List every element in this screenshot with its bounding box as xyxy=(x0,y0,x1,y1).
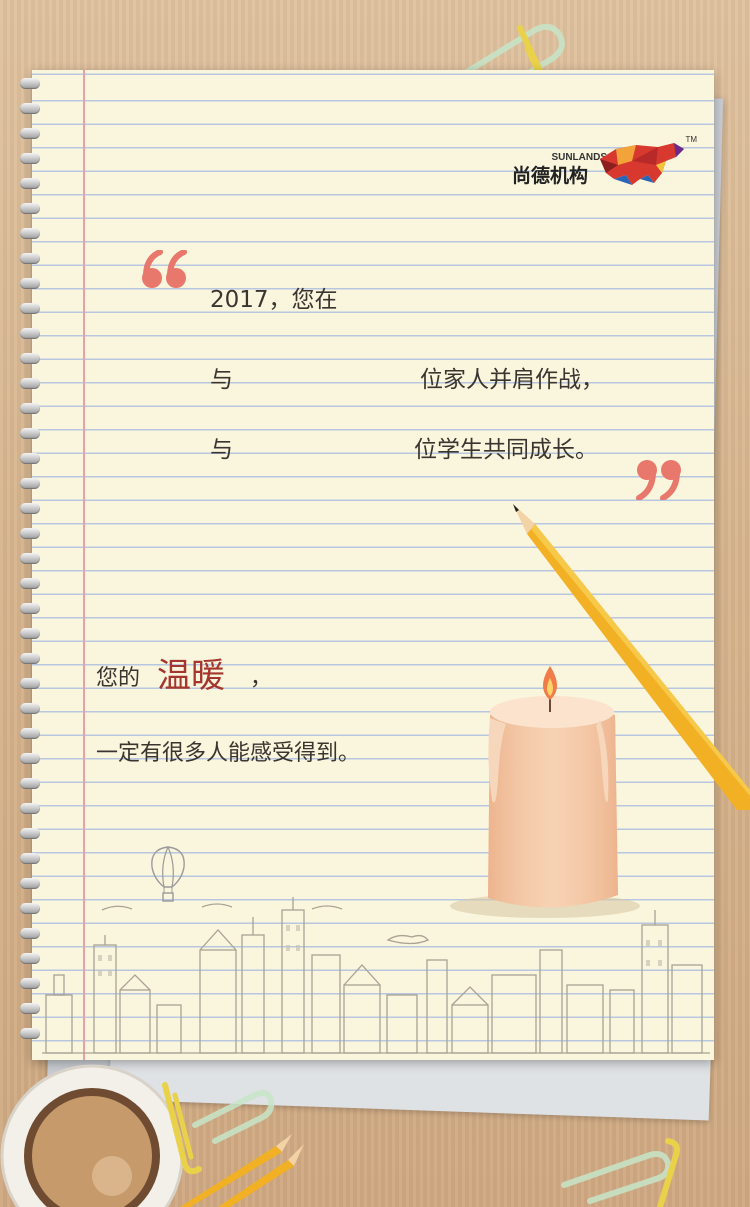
logo-english-name: SUNLANDS xyxy=(551,152,607,163)
paperclip-icon xyxy=(162,1082,275,1175)
message-line-1: 2017，您在 xyxy=(210,287,338,313)
margin-line xyxy=(83,70,85,1060)
warmth-comma: ， xyxy=(250,666,273,691)
closing-line: 一定有很多人能感受得到。 xyxy=(96,741,361,766)
warmth-prefix: 您的 xyxy=(96,666,141,691)
sunlands-logo: TM SUNLANDS 尚德机构 xyxy=(512,135,697,190)
hot-air-balloon-icon xyxy=(151,846,185,902)
message-line-2-prefix: 与 xyxy=(210,367,233,393)
pencil-icon xyxy=(513,504,750,810)
message-line-2-suffix: 位家人并肩作战， xyxy=(420,367,604,393)
open-quote-icon xyxy=(142,250,187,288)
trademark-mark: TM xyxy=(685,135,697,144)
paperclip-icon xyxy=(561,1138,680,1207)
message-line-3-suffix: 位学生共同成长。 xyxy=(414,437,598,463)
spiral-binding xyxy=(20,78,44,1058)
bull-logo-icon xyxy=(600,143,684,185)
candle-icon xyxy=(450,666,640,918)
warmth-highlight: 温暖 xyxy=(157,656,225,696)
message-line-3-prefix: 与 xyxy=(210,437,233,463)
pencil-icon xyxy=(180,1134,304,1207)
logo-chinese-name: 尚德机构 xyxy=(512,165,589,187)
city-skyline-icon xyxy=(42,897,710,1054)
coffee-cup-icon xyxy=(0,1064,184,1207)
close-quote-icon xyxy=(636,460,681,500)
